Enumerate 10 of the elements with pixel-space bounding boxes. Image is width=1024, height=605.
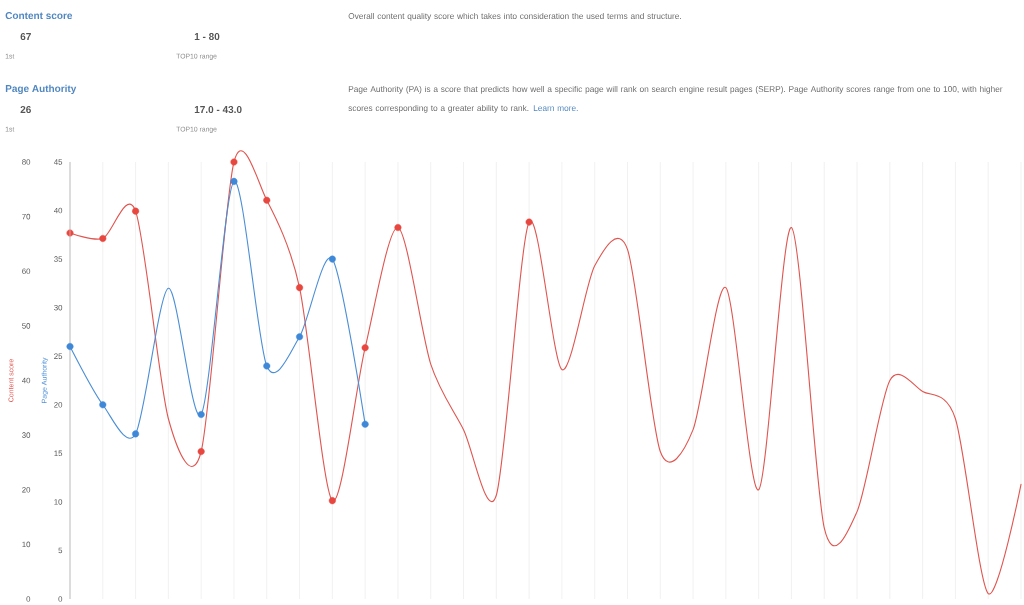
text: Content score (5, 12, 73, 20)
text: 1 - 80 (194, 33, 220, 41)
text: Page Authority (PA) is a score that predicts how well a specific page will rank on search engine result pages (SERP). Page Authority scores range from one to 100, with higher (348, 85, 1003, 94)
text: 26 (20, 106, 31, 114)
text: 67 (20, 33, 31, 41)
text: Learn more. (533, 105, 578, 111)
text: Overall content quality score which takes into consideration the used terms and structure. (348, 12, 681, 21)
text: 17.0 - 43.0 (194, 106, 242, 114)
text: Page Authority (5, 84, 77, 95)
text: scores corresponding to a greater ability to rank. (348, 104, 529, 113)
